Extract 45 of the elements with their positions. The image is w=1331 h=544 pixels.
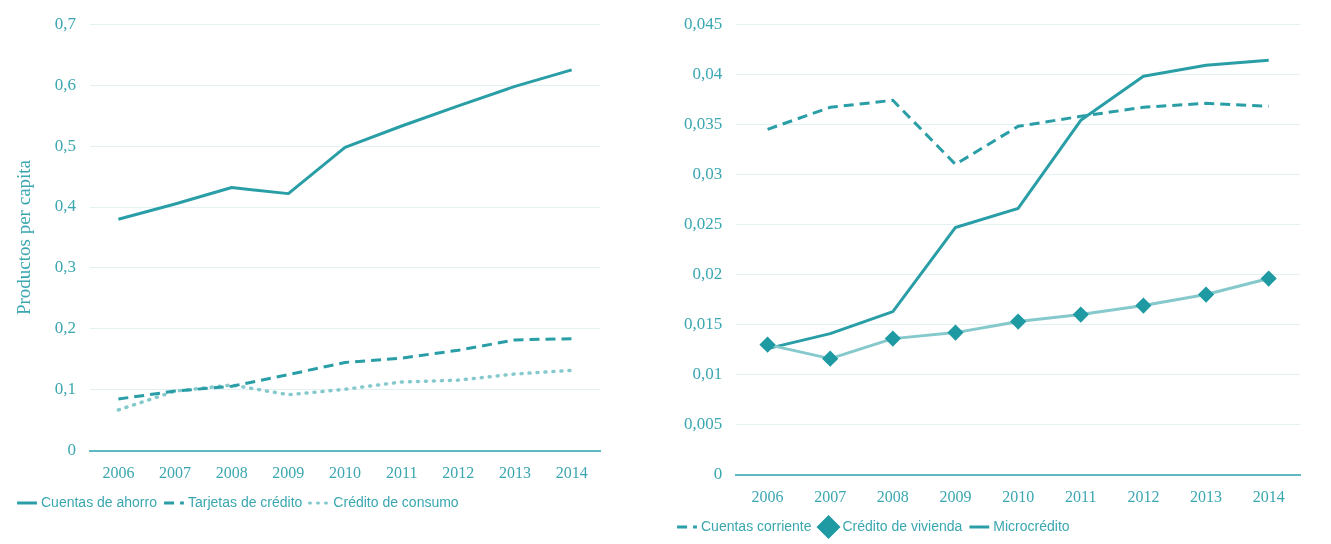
x-tick-label: 2006 xyxy=(751,487,784,505)
line-series xyxy=(116,368,574,412)
y-tick-label: 0,2 xyxy=(54,318,77,338)
x-tick-label: 2006 xyxy=(102,463,135,481)
legend-label: Tarjetas de crédito xyxy=(187,493,303,510)
y-tick-label: 0,6 xyxy=(54,74,77,94)
y-tick-label: 0,04 xyxy=(692,63,723,83)
x-tick-label: 2013 xyxy=(1190,487,1223,505)
y-tick-label: 0,03 xyxy=(692,163,723,183)
x-tick-label: 2012 xyxy=(442,463,475,481)
legend-label: Cuentas corriente xyxy=(701,517,812,534)
x-tick-label: 2012 xyxy=(1127,487,1160,505)
line-series xyxy=(116,337,574,401)
x-tick-label: 2014 xyxy=(555,463,588,481)
x-tick-label: 2007 xyxy=(814,487,847,505)
x-tick-label: 2008 xyxy=(215,463,248,481)
y-tick-label: 0,5 xyxy=(54,135,77,155)
x-tick-label: 2011 xyxy=(1065,487,1097,505)
y-tick-label: 0,005 xyxy=(684,414,723,434)
y-tick-label: 0 xyxy=(713,464,723,484)
legend-label: Cuentas de ahorro xyxy=(41,493,158,510)
y-tick-label: 0,01 xyxy=(692,364,723,384)
x-tick-label: 2010 xyxy=(329,463,362,481)
legend-label: Microcrédito xyxy=(993,517,1070,534)
x-tick-label: 2009 xyxy=(272,463,305,481)
legend-label: Crédito de vivienda xyxy=(842,517,963,534)
x-tick-label: 2014 xyxy=(1252,487,1285,505)
y-axis-title: Productos per capita xyxy=(13,159,35,316)
x-tick-label: 2008 xyxy=(876,487,909,505)
y-tick-label: 0,025 xyxy=(684,213,723,233)
legend-label: Crédito de consumo xyxy=(333,493,459,510)
x-tick-label: 2011 xyxy=(385,463,418,481)
y-tick-label: 0,4 xyxy=(54,196,77,216)
y-tick-label: 0,3 xyxy=(54,257,77,277)
y-tick-label: 0,02 xyxy=(692,264,723,283)
y-tick-label: 0,035 xyxy=(684,113,723,133)
y-tick-label: 0 xyxy=(67,440,77,460)
x-tick-label: 2010 xyxy=(1002,487,1035,505)
y-tick-label: 0,1 xyxy=(54,379,77,399)
y-tick-label: 0,015 xyxy=(684,314,723,334)
y-tick-label: 0,045 xyxy=(684,13,723,33)
x-tick-label: 2009 xyxy=(939,487,972,505)
x-tick-label: 2007 xyxy=(159,463,192,481)
y-tick-label: 0,7 xyxy=(54,13,77,33)
x-tick-label: 2013 xyxy=(499,463,532,481)
